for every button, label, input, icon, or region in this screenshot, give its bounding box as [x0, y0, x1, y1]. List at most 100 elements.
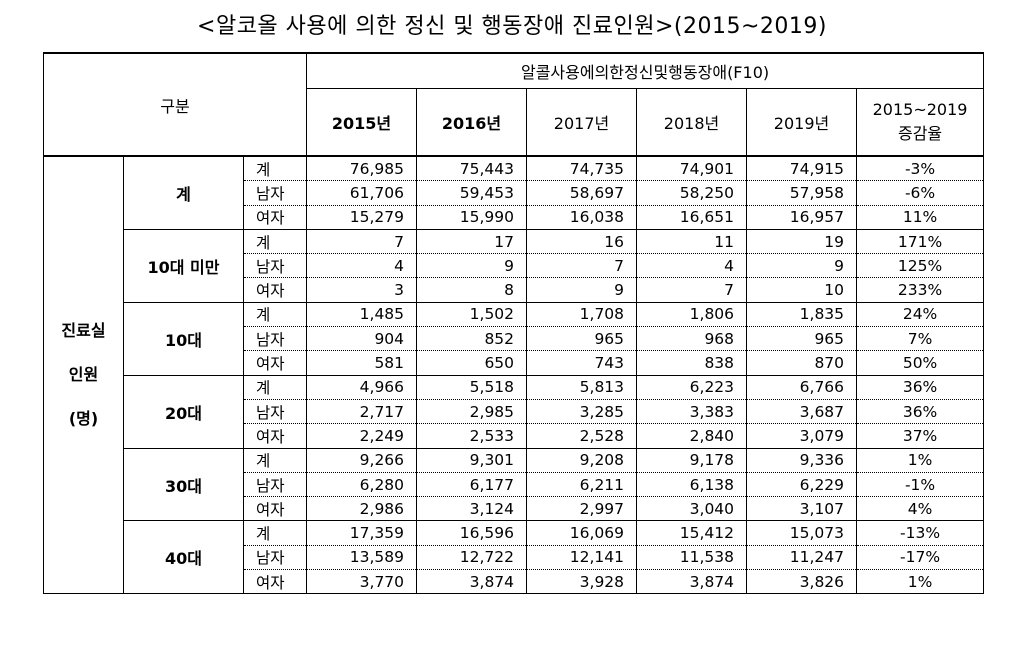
header-year-2016: 2016년	[416, 88, 528, 157]
row-head-line: 인원	[68, 365, 99, 385]
sub-label: 남자	[242, 253, 308, 278]
value-cell: 3,826	[746, 569, 858, 595]
change-cell: 171%	[856, 228, 985, 254]
value-cell: 3,124	[416, 496, 528, 521]
value-cell: 13,589	[306, 544, 418, 570]
header-year-2018: 2018년	[636, 88, 748, 157]
value-cell: 74,915	[746, 155, 858, 181]
change-cell: 50%	[856, 350, 985, 376]
sub-label: 계	[242, 447, 308, 473]
table-row: 10대 미만 계 7 17 16 11 19 171%	[44, 228, 985, 303]
value-cell: 74,735	[526, 155, 638, 181]
value-cell: 10	[746, 277, 858, 303]
value-cell: 9,208	[526, 447, 638, 473]
row-head-label: 진료실 인원 (명)	[43, 155, 124, 595]
table-row: 남자 6,280 6,177 6,211 6,138 6,229 -1%	[44, 471, 985, 497]
value-cell: 1,708	[526, 301, 638, 327]
value-cell: 9,336	[746, 447, 858, 473]
value-cell: 9,178	[636, 447, 748, 473]
value-cell: 15,412	[636, 520, 748, 546]
value-cell: 19	[746, 228, 858, 254]
value-cell: 9	[746, 253, 858, 278]
value-cell: 3,874	[636, 569, 748, 595]
value-cell: 2,997	[526, 496, 638, 521]
value-cell: 6,223	[636, 374, 748, 400]
value-cell: 9,266	[306, 447, 418, 473]
table-row: 여자 3 8 9 7 10 233%	[44, 277, 985, 303]
sub-label: 계	[242, 520, 308, 546]
value-cell: 11,538	[636, 544, 748, 570]
value-cell: 650	[416, 350, 528, 376]
group-label: 40대	[123, 520, 244, 595]
value-cell: 15,990	[416, 204, 528, 230]
value-cell: 11	[636, 228, 748, 254]
value-cell: 4,966	[306, 374, 418, 400]
table-body: 진료실 인원 (명) 계 계 76,985 75,443 74,735 74,901 74,915…	[43, 155, 985, 595]
sub-label: 여자	[242, 277, 308, 303]
change-cell: 7%	[856, 326, 985, 351]
sub-label: 계	[242, 228, 308, 254]
value-cell: 965	[526, 326, 638, 351]
table-row: 남자 4 9 7 4 9 125%	[44, 253, 985, 278]
value-cell: 7	[526, 253, 638, 278]
change-cell: 11%	[856, 204, 985, 230]
value-cell: 965	[746, 326, 858, 351]
value-cell: 8	[416, 277, 528, 303]
row-head-line: (명)	[68, 409, 99, 429]
value-cell: 11,247	[746, 544, 858, 570]
group-label: 20대	[123, 374, 244, 449]
sub-label: 여자	[242, 496, 308, 521]
value-cell: 3,383	[636, 398, 748, 424]
value-cell: 3	[306, 277, 418, 303]
table-row: 여자 3,770 3,874 3,928 3,874 3,826 1%	[44, 569, 985, 595]
value-cell: 2,249	[306, 423, 418, 449]
value-cell: 3,079	[746, 423, 858, 449]
table-row: 20대 계 4,966 5,518 5,813 6,223 6,766 36%	[44, 374, 985, 449]
value-cell: 57,958	[746, 180, 858, 206]
sub-label: 남자	[242, 326, 308, 351]
value-cell: 16,596	[416, 520, 528, 546]
change-cell: 4%	[856, 496, 985, 521]
table-row: 진료실 인원 (명) 계 계 76,985 75,443 74,735 74,901 74,915…	[43, 155, 985, 595]
value-cell: 6,138	[636, 471, 748, 497]
value-cell: 12,141	[526, 544, 638, 570]
value-cell: 5,813	[526, 374, 638, 400]
change-cell: -1%	[856, 471, 985, 497]
value-cell: 2,840	[636, 423, 748, 449]
header-year-2019: 2019년	[746, 88, 858, 157]
change-cell: -13%	[856, 520, 985, 546]
sub-label: 여자	[242, 350, 308, 376]
value-cell: 76,985	[306, 155, 418, 181]
value-cell: 3,687	[746, 398, 858, 424]
header-change-period: 2015~2019	[872, 100, 968, 119]
table-row: 40대 계 17,359 16,596 16,069 15,412 15,073 -13%	[44, 520, 985, 595]
sub-label: 여자	[242, 204, 308, 230]
group-label: 10대 미만	[123, 228, 244, 303]
value-cell: 1,502	[416, 301, 528, 327]
header-change-label: 증감율	[897, 124, 943, 143]
group-label: 10대	[123, 301, 244, 376]
value-cell: 6,211	[526, 471, 638, 497]
header-f10-label: 알콜사용에의한정신및행동장애(F10)	[306, 52, 985, 89]
value-cell: 7	[636, 277, 748, 303]
value-cell: 16,069	[526, 520, 638, 546]
value-cell: 59,453	[416, 180, 528, 206]
value-cell: 58,697	[526, 180, 638, 206]
value-cell: 3,770	[306, 569, 418, 595]
value-cell: 12,722	[416, 544, 528, 570]
sub-label: 남자	[242, 180, 308, 206]
value-cell: 743	[526, 350, 638, 376]
table-row: 30대 계 9,266 9,301 9,208 9,178 9,336 1%	[44, 447, 985, 522]
value-cell: 9	[526, 277, 638, 303]
value-cell: 16,038	[526, 204, 638, 230]
value-cell: 3,040	[636, 496, 748, 521]
table-row: 10대 계 1,485 1,502 1,708 1,806 1,835 24%	[44, 301, 985, 376]
value-cell: 1,485	[306, 301, 418, 327]
value-cell: 4	[636, 253, 748, 278]
value-cell: 9,301	[416, 447, 528, 473]
value-cell: 16,651	[636, 204, 748, 230]
change-cell: -6%	[856, 180, 985, 206]
table-row: 여자 15,279 15,990 16,038 16,651 16,957 11%	[44, 204, 985, 230]
value-cell: 581	[306, 350, 418, 376]
change-cell: -17%	[856, 544, 985, 570]
